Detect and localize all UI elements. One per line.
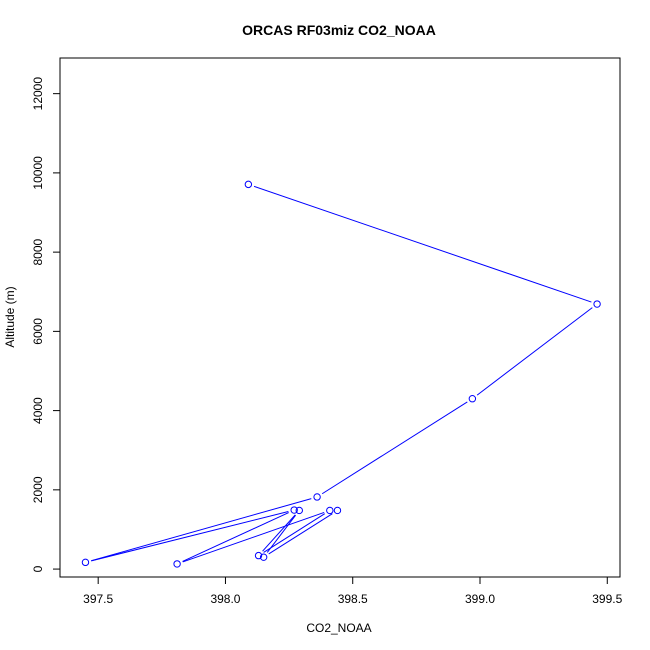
series-line-segment [262,514,296,552]
series-line-segment [476,307,593,396]
series-line-segment [91,511,289,562]
series-line-segment [321,401,468,495]
data-point [173,560,181,568]
chart-title: ORCAS RF03miz CO2_NOAA [242,22,436,38]
y-axis: 0 2000 4000 6000 8000 10000 12000 [31,77,61,572]
series-line-segment [91,498,312,562]
data-point [254,551,263,560]
y-tick-label: 10000 [31,156,45,190]
y-tick-label: 2000 [31,476,45,503]
x-tick-label: 398.0 [210,592,240,606]
data-point [333,506,342,515]
series-line-segment [266,514,297,553]
y-axis-label: Altitude (m) [3,286,17,347]
data-point [81,558,90,567]
series-line-segment [253,185,592,303]
x-tick-label: 398.5 [338,592,368,606]
y-tick-label: 4000 [31,397,45,424]
data-point [468,395,477,403]
series-line-segment [263,513,326,553]
x-tick-label: 399.5 [592,592,622,606]
y-tick-label: 0 [31,565,45,572]
series-line-segment [182,512,289,562]
series-layer [81,180,601,568]
y-tick-label: 8000 [31,238,45,265]
data-point [313,493,321,501]
x-tick-label: 397.5 [83,592,113,606]
x-axis-label: CO2_NOAA [306,621,371,635]
x-axis: 397.5 398.0 398.5 399.0 399.5 [83,576,623,606]
series-line-segment [268,513,333,555]
data-point [290,506,298,514]
data-point [295,506,303,515]
x-tick-label: 399.0 [465,592,495,606]
series-line-segment [182,511,325,563]
data-point [244,180,253,189]
y-tick-label: 12000 [31,77,45,111]
series-group [81,180,601,568]
data-point [326,506,334,515]
data-point [259,553,268,561]
data-point [593,300,601,308]
y-tick-label: 6000 [31,318,45,345]
